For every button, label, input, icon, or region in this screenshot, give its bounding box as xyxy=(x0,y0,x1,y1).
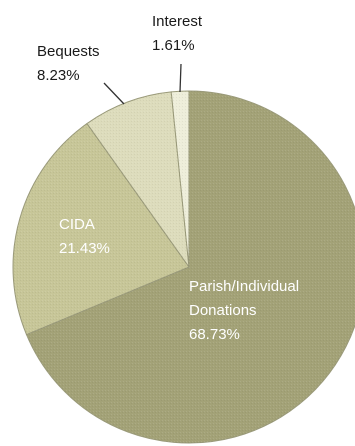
slice-label-cida: CIDA 21.43% xyxy=(59,216,110,257)
slice-percent: 8.23% xyxy=(37,67,80,84)
slice-label-bequests: Bequests 8.23% xyxy=(37,43,100,84)
slice-label-parish-individual-donations: Parish/Individual Donations 68.73% xyxy=(189,278,299,343)
slice-label-line: Bequests xyxy=(37,43,100,60)
slice-label-line: Interest xyxy=(152,13,203,30)
slice-label-interest: Interest 1.61% xyxy=(152,13,203,54)
pie-slice-texture xyxy=(12,123,189,335)
slice-label-line: CIDA xyxy=(59,216,95,233)
pie-slice-texture xyxy=(86,91,189,268)
slice-percent: 68.73% xyxy=(189,326,240,343)
pie-texture xyxy=(12,91,355,443)
slice-percent: 1.61% xyxy=(152,37,195,54)
pie-slice-texture xyxy=(171,91,189,267)
bequests-leader-line xyxy=(103,82,125,105)
slice-label-line: Parish/Individual xyxy=(189,278,299,295)
label-leader-lines xyxy=(103,63,182,105)
interest-leader-line xyxy=(179,63,182,93)
slice-label-line: Donations xyxy=(189,302,257,319)
pie-slice-texture xyxy=(26,91,355,443)
slice-percent: 21.43% xyxy=(59,240,110,257)
